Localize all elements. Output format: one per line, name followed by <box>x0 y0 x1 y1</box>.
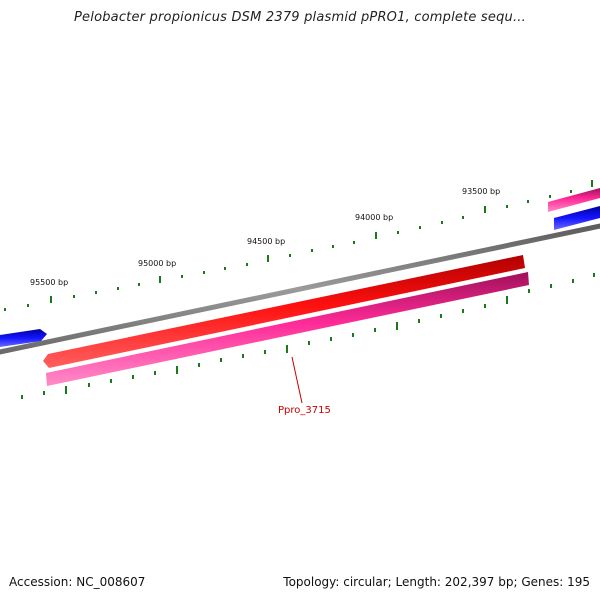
ruler-label: 94000 bp <box>355 213 393 222</box>
outer-ruler <box>4 180 593 311</box>
gene-label-ppro-3715[interactable]: Ppro_3715 <box>278 405 331 416</box>
map-title: Pelobacter propionicus DSM 2379 plasmid … <box>74 10 526 25</box>
plasmid-backbone <box>0 223 600 355</box>
ruler-label: 95500 bp <box>30 278 68 287</box>
sequence-summary: Topology: circular; Length: 202,397 bp; … <box>283 575 590 589</box>
gene-reverse-ppro-3715[interactable] <box>43 255 525 368</box>
accession-text: Accession: NC_008607 <box>9 575 146 589</box>
ruler-label: 94500 bp <box>247 237 285 246</box>
inner-ruler <box>21 273 595 399</box>
gene-forward-arc[interactable] <box>0 329 47 347</box>
ruler-label: 95000 bp <box>138 259 176 268</box>
gene-forward-arc[interactable] <box>554 206 600 230</box>
gene-label-leader <box>291 356 303 404</box>
gene-feature-arc[interactable] <box>548 188 600 212</box>
gene-feature-arc[interactable] <box>46 272 529 386</box>
ruler-label: 93500 bp <box>462 187 500 196</box>
